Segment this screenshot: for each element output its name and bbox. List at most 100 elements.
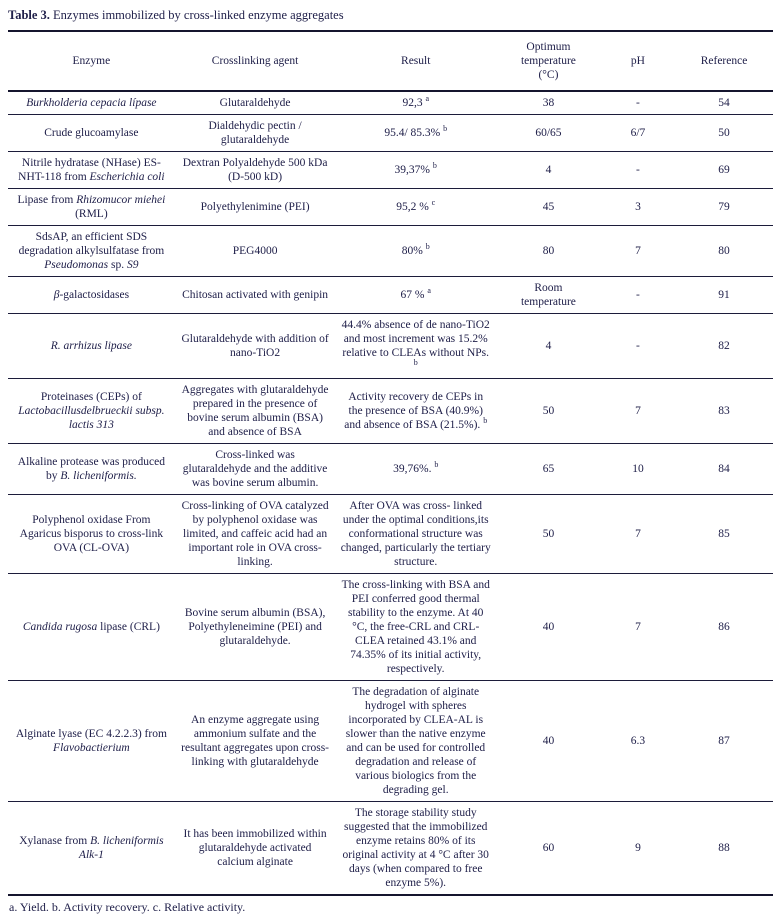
cell-reference: 80	[675, 225, 773, 277]
cell-enzyme: Nitrile hydratase (NHase) ES-NHT-118 fro…	[8, 151, 175, 189]
table-footnote: a. Yield. b. Activity recovery. c. Relat…	[9, 900, 246, 915]
cell-ph: 7	[600, 573, 676, 681]
cell-optimum-temperature: 65	[496, 443, 601, 495]
cell-result: 92,3 a	[402, 94, 429, 110]
cell-result: Activity recovery de CEPs in the presenc…	[335, 378, 497, 444]
cell-optimum-temperature: 4	[496, 151, 601, 189]
column-header: Optimum temperature (°C)	[496, 31, 601, 93]
cell-ph: 7	[600, 494, 676, 574]
cell-crosslinking-agent: Dialdehydic pectin / glutaraldehyde	[174, 114, 336, 152]
cell-result: 95,2 % c	[335, 188, 497, 226]
cell-ph: 6/7	[600, 114, 676, 152]
cell-enzyme: Lipase from Rhizomucor miehei (RML)	[8, 188, 175, 226]
cell-ph: 7	[600, 378, 676, 444]
table-header-row: Enzyme Crosslinking agent Result Optimum te…	[8, 31, 773, 93]
cell-enzyme: Polyphenol oxidase From Agaricus bisporu…	[8, 494, 175, 574]
cell-crosslinking-agent: Chitosan activated with genipin	[174, 276, 336, 314]
table-row: Alginate lyase (EC 4.2.2.3) from Flavoba…	[8, 680, 773, 802]
cell-ph: 10	[600, 443, 676, 495]
column-header: Reference	[675, 31, 773, 93]
cell-reference: 54	[718, 97, 730, 110]
cell-optimum-temperature: 60/65	[496, 114, 601, 152]
table-row: Xylanase from B. licheniformis Alk-1 It h…	[8, 801, 773, 896]
cell-reference: 87	[675, 680, 773, 802]
cell-crosslinking-agent: Polyethylenimine (PEI)	[174, 188, 336, 226]
cell-enzyme: R. arrhizus lipase	[8, 313, 175, 379]
cell-enzyme: Burkholderia cepacia lípase	[26, 97, 157, 110]
cell-crosslinking-agent: An enzyme aggregate using ammonium sulfa…	[174, 680, 336, 802]
cell-optimum-temperature: 80	[496, 225, 601, 277]
cell-ph: -	[600, 276, 676, 314]
cell-enzyme: Crude glucoamylase	[8, 114, 175, 152]
cell-result: 39,37% b	[335, 151, 497, 189]
cell-result: 80% b	[335, 225, 497, 277]
cell-enzyme: Candida rugosa lipase (CRL)	[8, 573, 175, 681]
table-row: Alkaline protease was produced by B. lic…	[8, 443, 773, 495]
cell-result: 95.4/ 85.3% b	[335, 114, 497, 152]
cell-optimum-temperature: 50	[496, 378, 601, 444]
cell-result: 67 % a	[335, 276, 497, 314]
column-header: pH	[600, 31, 676, 93]
cell-optimum-temperature: Room temperature	[496, 276, 601, 314]
column-header: Crosslinking agent	[174, 31, 336, 93]
table-row: Proteinases (CEPs) of Lactobacillusdelbr…	[8, 378, 773, 444]
cell-ph: 9	[600, 801, 676, 896]
table-caption-text: Enzymes immobilized by cross-linked enzy…	[49, 8, 344, 22]
cell-crosslinking-agent: It has been immobilized within glutarald…	[174, 801, 336, 896]
cell-crosslinking-agent: Bovine serum albumin (BSA), Polyethylene…	[174, 573, 336, 681]
table-row: Crude glucoamylase Dialdehydic pectin / g…	[8, 114, 773, 152]
cell-crosslinking-agent: Glutaraldehyde	[219, 97, 291, 110]
cell-reference: 86	[675, 573, 773, 681]
cell-optimum-temperature: 40	[496, 680, 601, 802]
cell-reference: 85	[675, 494, 773, 574]
cell-optimum-temperature: 60	[496, 801, 601, 896]
cell-optimum-temperature: 45	[496, 188, 601, 226]
cell-crosslinking-agent: Cross-linking of OVA catalyzed by polyph…	[174, 494, 336, 574]
column-header: Enzyme	[8, 31, 175, 93]
cell-result: After OVA was cross- linked under the op…	[335, 494, 497, 574]
cell-reference: 82	[675, 313, 773, 379]
table-caption: Table 3. Enzymes immobilized by cross-li…	[8, 5, 773, 30]
cell-ph: -	[636, 97, 640, 110]
cell-result: The cross-linking with BSA and PEI confe…	[335, 573, 497, 681]
cell-enzyme: Proteinases (CEPs) of Lactobacillusdelbr…	[8, 378, 175, 444]
cell-result: 39,76%. b	[335, 443, 497, 495]
cell-enzyme: Alginate lyase (EC 4.2.2.3) from Flavoba…	[8, 680, 175, 802]
cell-enzyme: β-galactosidases	[8, 276, 175, 314]
cell-optimum-temperature: 38	[542, 97, 555, 110]
table-row: SdsAP, an efficient SDS degradation alky…	[8, 225, 773, 277]
column-header: Result	[335, 31, 497, 93]
table-header: Enzyme Crosslinking agent Result Optimum te…	[8, 31, 773, 93]
table-row: β-galactosidases Chitosan activated with …	[8, 276, 773, 314]
cell-crosslinking-agent: Dextran Polyaldehyde 500 kDa (D-500 kD)	[174, 151, 336, 189]
cell-reference: 83	[675, 378, 773, 444]
cell-ph: 6.3	[600, 680, 676, 802]
table-row: Candida rugosa lipase (CRL) Bovine serum …	[8, 573, 773, 681]
cell-ph: 7	[600, 225, 676, 277]
cell-enzyme: Xylanase from B. licheniformis Alk-1	[8, 801, 175, 896]
cell-result: 44.4% absence of de nano-TiO2 and most i…	[335, 313, 497, 379]
table-row: R. arrhizus lipase Glutaraldehyde with ad…	[8, 313, 773, 379]
enzymes-table: Enzyme Crosslinking agent Result Optimum te…	[8, 30, 773, 897]
table-row: Polyphenol oxidase From Agaricus bisporu…	[8, 494, 773, 574]
cell-reference: 50	[675, 114, 773, 152]
table-row: Nitrile hydratase (NHase) ES-NHT-118 fro…	[8, 151, 773, 189]
cell-reference: 84	[675, 443, 773, 495]
cell-reference: 88	[675, 801, 773, 896]
cell-crosslinking-agent: Glutaraldehyde with addition of nano-TiO…	[174, 313, 336, 379]
table-row: Burkholderia cepacia lípase Glutaraldehyd…	[8, 91, 773, 115]
cell-ph: -	[600, 151, 676, 189]
table-caption-label: Table 3.	[8, 8, 50, 22]
cell-optimum-temperature: 40	[496, 573, 601, 681]
cell-crosslinking-agent: Cross-linked was glutaraldehyde and the …	[174, 443, 336, 495]
cell-crosslinking-agent: Aggregates with glutaraldehyde prepared …	[174, 378, 336, 444]
cell-enzyme: Alkaline protease was produced by B. lic…	[8, 443, 175, 495]
table-body: Burkholderia cepacia lípase Glutaraldehyd…	[8, 91, 773, 896]
cell-optimum-temperature: 50	[496, 494, 601, 574]
cell-reference: 91	[675, 276, 773, 314]
cell-result: The storage stability study suggested th…	[335, 801, 497, 896]
cell-optimum-temperature: 4	[496, 313, 601, 379]
cell-reference: 69	[675, 151, 773, 189]
page: { "page": { "title_label": "Table 3.", "…	[8, 8, 773, 915]
